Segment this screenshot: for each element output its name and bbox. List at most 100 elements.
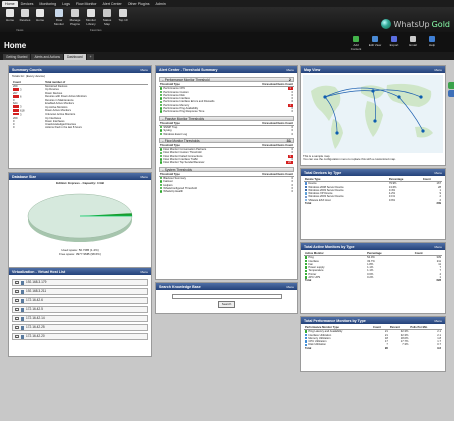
summary-menu[interactable]: Menu [140,67,148,72]
search-input[interactable] [171,294,282,299]
table-row[interactable]: 209 Up Interfaces [12,117,148,120]
tab-1[interactable]: Alerts and Actions [31,54,63,60]
world-map[interactable] [303,75,443,153]
expand-icon[interactable]: + [15,307,19,312]
side-handle-blue-icon[interactable] [448,90,454,97]
table-row[interactable]: Memory Utilization 18 18.0% 1.8 [304,337,442,340]
table-row[interactable]: WhatsConfigured Threshold 0 [159,187,294,190]
table-row[interactable]: Helpers 0 [159,184,294,187]
table-row[interactable]: VMware ESX Host 0.9% 2 [304,199,442,202]
menu-tab-monitoring[interactable]: Monitoring [39,1,57,6]
collapse-icon[interactable]: − [162,116,164,121]
table-row[interactable]: Windows 2008 Server Device 13.6% 28 [304,186,442,189]
search-button[interactable]: Search [217,301,236,308]
perf-menu[interactable]: Menu [434,318,442,323]
table-row[interactable]: Performance Ping Response Time 0 [159,110,294,113]
table-row[interactable]: Performance Interface Errors and Discard… [159,100,294,103]
alert-section-header[interactable]: −Flow Monitor Thresholds 31 [159,137,294,143]
table-row[interactable]: Performance Interface 0 [159,97,294,100]
table-row[interactable]: 3 Unknown Active Monitors [12,112,148,117]
list-item[interactable]: +172.16.42.20 [12,333,148,340]
list-item[interactable]: +192.168.3.211 [12,288,148,295]
menu-tab-flow-monitor[interactable]: Flow Monitor [75,1,97,6]
table-row[interactable]: Flow Monitor Conversation Partners 0 [159,148,294,152]
table-row[interactable]: 209 Monitored Devices [12,84,148,88]
table-row[interactable]: Fan 1.8% 11 [304,263,442,266]
expand-icon[interactable]: + [15,298,19,303]
ribbon-button-0[interactable]: Home [3,9,17,22]
menu-tab-alert-center[interactable]: Alert Center [102,1,122,6]
ribbon-button-2[interactable]: Home [33,9,47,22]
db-menu[interactable]: Menu [140,174,148,179]
table-row[interactable]: Temperature 1.1% 7 [304,269,442,272]
active-menu[interactable]: Menu [434,244,442,249]
table-row[interactable]: 3 Up Devices [12,88,148,92]
table-row[interactable]: Flow Monitor Interface Traffic 0 [159,158,294,161]
table-row[interactable]: Syslog 0 [159,129,294,132]
list-item[interactable]: +192.168.3.179 [12,279,148,286]
expand-icon[interactable]: + [15,289,19,294]
menu-tab-admin[interactable]: Admin [155,1,166,6]
table-row[interactable]: 0 Down Interfaces [12,120,148,123]
tab-2[interactable]: Dashboard [63,54,86,60]
ribbon-button-3[interactable]: Flow Monitor [52,9,66,26]
menu-tab-devices[interactable]: Devices [20,1,34,6]
table-row[interactable]: Printer 0.6% 4 [304,273,442,276]
side-handle-green-icon[interactable] [448,82,454,89]
list-item[interactable]: +172.16.42.25 [12,324,148,331]
table-row[interactable]: 0 Devices in Maintenance [12,99,148,102]
table-row[interactable]: 618 Down Active Monitors [12,109,148,113]
home-button-email[interactable]: Email [405,36,421,47]
table-row[interactable]: 0 Actions fired in the last 8 hours [12,126,148,129]
table-row[interactable]: Disk Utilization 7 7.3% 0.7 [304,343,442,346]
collapse-icon[interactable]: − [162,138,164,143]
table-row[interactable]: Power supply 1.1% 7 [304,266,442,269]
table-row[interactable]: SNMP Trap 0 [159,125,294,129]
table-row[interactable]: Performance CPU 1 [159,87,294,91]
expand-icon[interactable]: + [15,316,19,321]
ribbon-button-4[interactable]: Manage Plugins [68,9,82,26]
table-row[interactable]: 624 Enabled Active Monitors [12,102,148,105]
collapse-icon[interactable]: − [162,78,164,82]
home-button-edit-view[interactable]: Edit View [367,36,383,47]
table-row[interactable]: Windows Event Log 0 [159,133,294,136]
vhost-menu[interactable]: Menu [140,269,148,274]
home-button-help[interactable]: Help [424,36,440,47]
table-row[interactable]: WhatsUp Health 0 [159,190,294,193]
table-row[interactable]: Failover 0 [159,180,294,183]
table-row[interactable]: 0 Unacknowledged Devices [12,123,148,126]
table-row[interactable]: APC UPS 0.2% 1 [304,276,442,279]
list-item[interactable]: +172.16.42.14 [12,315,148,322]
list-item[interactable]: +172.16.42.6 [12,297,148,304]
table-row[interactable]: Performance Memory 1 [159,103,294,107]
ribbon-button-6[interactable]: Status Map [100,9,114,26]
alert-section-header[interactable]: −Passive Monitor Thresholds [159,115,294,121]
list-item[interactable]: +172.16.42.5 [12,306,148,313]
table-row[interactable]: Windows XP Device 4.2% 9 [304,192,442,195]
menu-tab-other-plugins[interactable]: Other Plugins [127,1,150,6]
table-row[interactable]: Windows 2003 Server Device 0.4% 1 [304,189,442,192]
table-row[interactable]: Performance Custom 0 [159,91,294,94]
table-row[interactable]: Performance Disk 0 [159,94,294,97]
table-row[interactable]: Blackout Summary 0 [159,176,294,180]
table-row[interactable]: Windows 2003 Server Device 3.1% 2 [304,195,442,198]
table-row[interactable]: Interface Utilization 21 32.3% 2.1 [304,334,442,337]
alert-section-header[interactable]: −System Thresholds [159,166,294,172]
tab-0[interactable]: Getting Started [3,54,31,60]
table-row[interactable]: CPU Utilization 17 17.7% 1.7 [304,340,442,343]
expand-icon[interactable]: + [15,325,19,330]
table-row[interactable]: 3 Up Active Monitors [12,105,148,109]
table-row[interactable]: Performance Ping Availability 0 [159,107,294,110]
collapse-icon[interactable]: − [162,167,164,172]
ribbon-button-5[interactable]: Monitor Library [84,9,98,26]
menu-tab-logs[interactable]: Logs [62,1,70,6]
tab-3[interactable]: + [86,54,95,60]
summary-totals-label[interactable]: Totals for: (Every device) [12,74,46,78]
table-row[interactable]: Interface 33.7% 211 [304,260,442,263]
search-menu[interactable]: Menu [286,284,294,289]
table-row[interactable]: Device 79.9% 167 [304,182,442,186]
expand-icon[interactable]: + [15,280,19,285]
ribbon-button-1[interactable]: Devices [18,9,32,22]
table-row[interactable]: 207 Down Devices [12,92,148,95]
table-row[interactable]: Ping 54.0% 339 [304,256,442,260]
